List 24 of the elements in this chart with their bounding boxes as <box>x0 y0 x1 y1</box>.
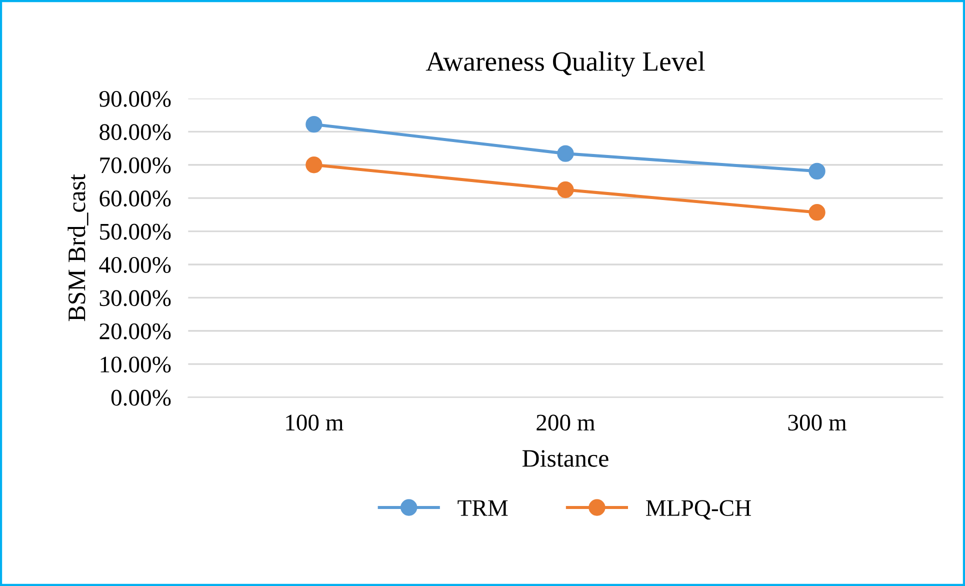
legend-label: TRM <box>458 500 508 516</box>
x-axis-title: Distance <box>522 450 608 467</box>
y-axis-title: BSM Brd_cast <box>68 174 88 322</box>
y-tick-label: 20.00% <box>100 323 171 340</box>
y-tick-label: 0.00% <box>111 390 171 406</box>
point <box>306 156 322 174</box>
y-tick-label: 10.00% <box>100 356 171 373</box>
x-tick-label: 100 m <box>286 414 344 431</box>
point <box>557 145 574 162</box>
y-tick-label: 30.00% <box>100 290 171 306</box>
y-tick-label: 90.00% <box>99 90 171 107</box>
y-tick-label: 80.00% <box>100 124 171 140</box>
y-tick-label: 40.00% <box>99 256 171 274</box>
legend-label: MLPQ-CH <box>646 500 751 520</box>
y-tick-label: 60.00% <box>100 190 171 207</box>
point <box>557 181 574 198</box>
x-tick-label: 300 m <box>788 414 847 431</box>
y-tick-label: 70.00% <box>100 157 171 174</box>
point <box>808 162 826 180</box>
y-tick-label: 50.00% <box>100 224 171 240</box>
chart-title: Awareness Quality Level <box>426 51 705 77</box>
x-tick-label: 200 m <box>536 414 595 431</box>
point <box>808 204 826 221</box>
point <box>306 116 322 133</box>
